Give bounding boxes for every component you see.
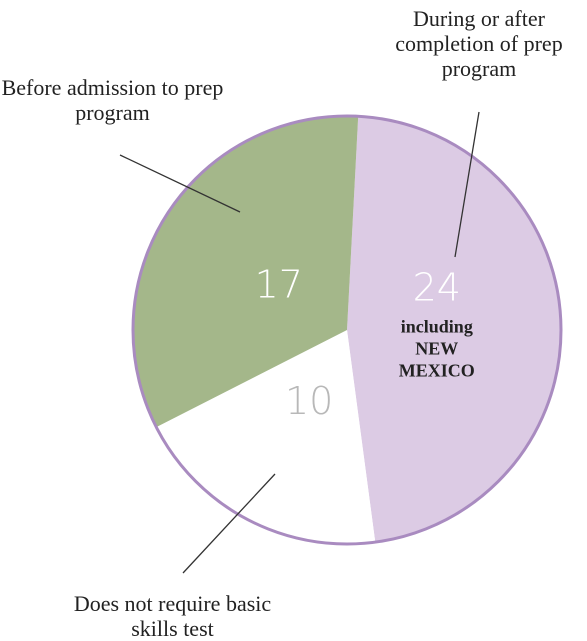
pie-outline <box>131 114 563 546</box>
slice-note-line: MEXICO <box>399 360 475 380</box>
slice-label-no-basic-skills-test: Does not require basic skills test <box>73 591 272 641</box>
slice-note-line: NEW <box>415 338 458 358</box>
leader-line-no-basic-skills-test <box>182 473 276 574</box>
leader-line-before-admission <box>119 154 241 213</box>
slice-label-before-admission: Before admission to prep program <box>1 75 224 125</box>
slice-value-during-after-prep: 24 <box>413 265 461 309</box>
pie-slice-during-after-prep <box>347 116 561 543</box>
slice-value-no-basic-skills-test: 10 <box>285 379 333 423</box>
slice-note-line: including <box>401 316 473 336</box>
pie-slice-before-admission <box>132 116 359 428</box>
leader-line-during-after-prep <box>454 111 480 258</box>
slice-label-during-after-prep: During or after completion of prep progr… <box>395 6 563 81</box>
pie-slice-no-basic-skills-test <box>156 330 376 544</box>
slice-value-before-admission: 17 <box>255 263 303 307</box>
